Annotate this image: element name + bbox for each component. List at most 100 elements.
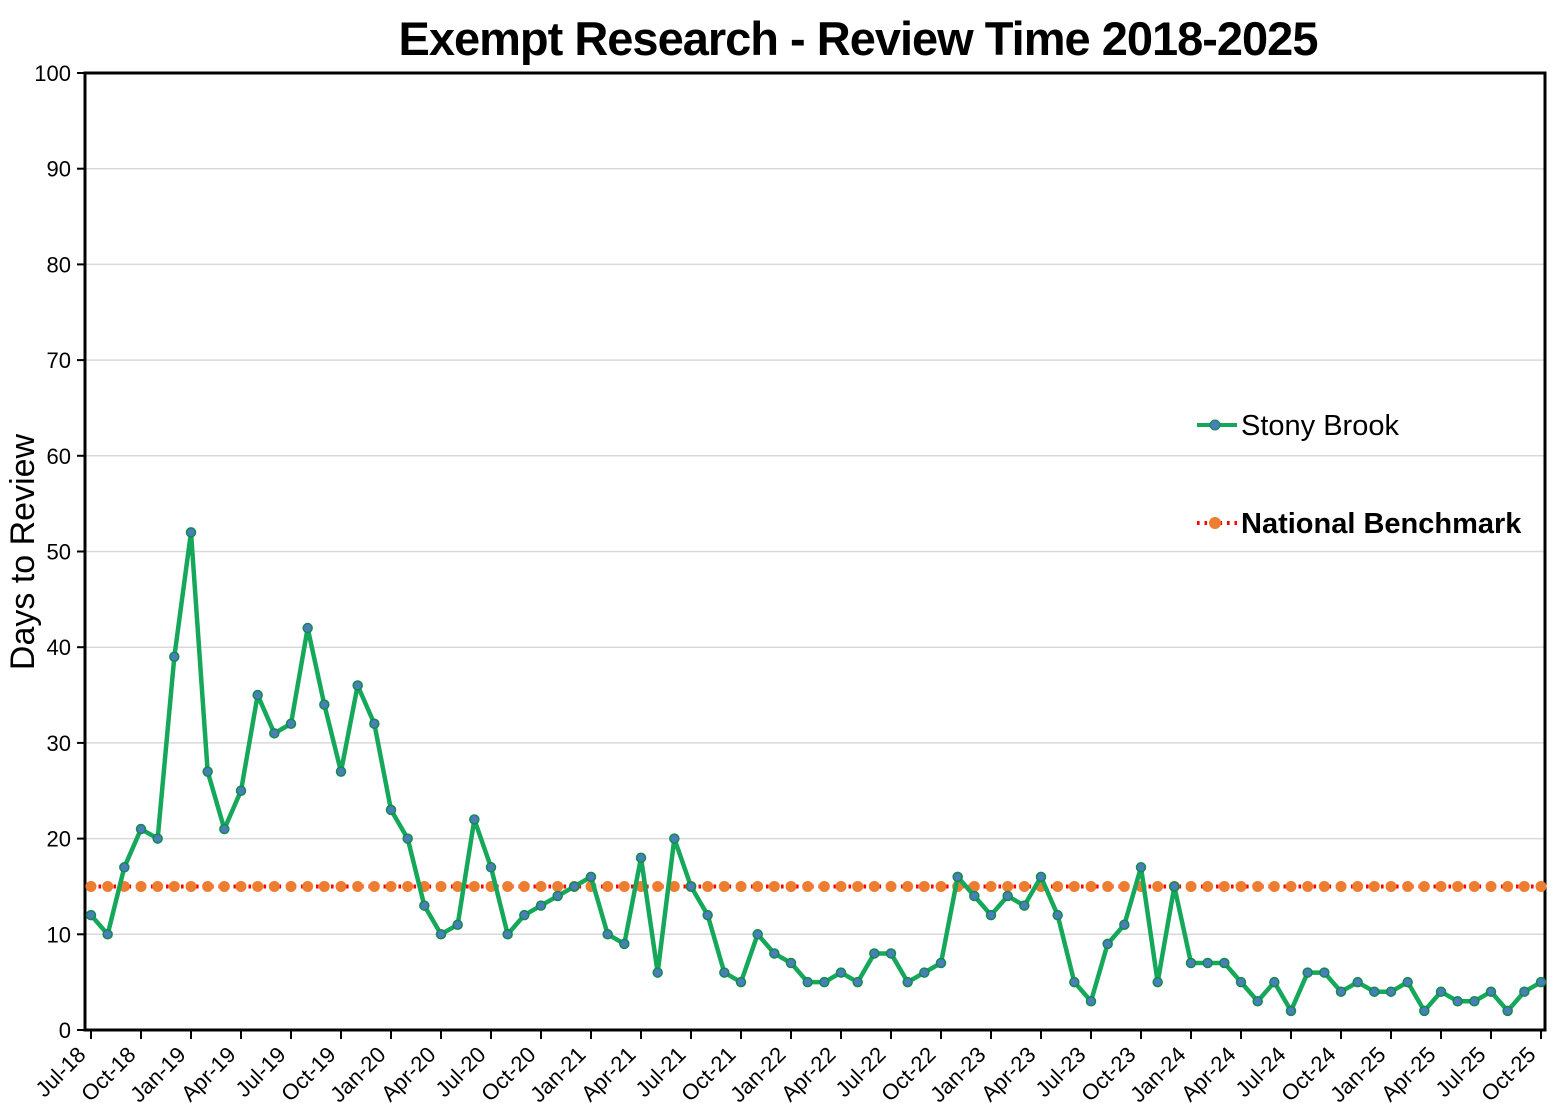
benchmark-marker [602, 880, 614, 892]
stony-brook-marker [1052, 909, 1063, 921]
y-tick-label: 80 [47, 252, 71, 277]
benchmark-marker [652, 880, 664, 892]
stony-brook-marker [1169, 881, 1180, 892]
stony-brook-marker [435, 929, 447, 940]
benchmark-marker [1452, 880, 1464, 892]
benchmark-marker [668, 880, 680, 892]
benchmark-marker [1285, 880, 1297, 892]
legend-label-stony-brook: Stony Brook [1241, 410, 1399, 442]
stony-brook-marker [1102, 938, 1113, 950]
stony-brook-marker [1435, 986, 1447, 997]
stony-brook-marker [652, 967, 663, 978]
stony-brook-marker [635, 852, 647, 863]
stony-brook-marker [935, 957, 947, 969]
stony-brook-marker [1152, 976, 1163, 988]
plot-area-border [83, 71, 1547, 1032]
stony-brook-marker [1319, 967, 1330, 978]
stony-brook-marker [485, 862, 497, 873]
x-tick-label: Apr-24 [1176, 1042, 1240, 1106]
x-tick-label: Apr-25 [1376, 1042, 1440, 1106]
y-tick-label: 30 [47, 731, 71, 756]
stony-brook-marker [385, 804, 397, 816]
x-tick-label: Jan-19 [125, 1042, 190, 1107]
stony-brook-marker [1535, 976, 1547, 988]
stony-brook-marker [1019, 900, 1030, 911]
stony-brook-marker [885, 948, 897, 959]
stony-brook-marker [152, 833, 163, 844]
stony-brook-marker [402, 833, 413, 844]
gridlines [85, 167, 1545, 936]
y-tick-label: 100 [34, 61, 71, 86]
benchmark-marker [1235, 880, 1247, 892]
y-tick-label: 90 [47, 157, 71, 182]
benchmark-marker [518, 880, 530, 892]
y-tick-label: 10 [47, 922, 71, 947]
legend-item-national-benchmark: National Benchmark [1197, 508, 1522, 540]
stony-brook-marker [1369, 986, 1380, 997]
benchmark-marker [802, 880, 814, 892]
benchmark-marker [252, 880, 264, 892]
stony-brook-marker [1402, 976, 1413, 988]
stony-brook-marker [1002, 890, 1013, 902]
benchmark-marker [785, 880, 797, 892]
stony-brook-marker [1469, 996, 1480, 1007]
stony-brook-marker [619, 938, 630, 950]
benchmark-marker [1418, 880, 1430, 892]
stony-brook-marker [769, 948, 780, 959]
stony-brook-marker [102, 929, 113, 940]
benchmark-marker [552, 880, 564, 892]
benchmark-marker [1152, 880, 1164, 892]
benchmark-marker [85, 880, 97, 892]
benchmark-marker [1435, 880, 1447, 892]
benchmark-marker [1485, 880, 1497, 892]
benchmark-marker [1302, 880, 1314, 892]
x-tick-label: Jan-22 [725, 1042, 790, 1107]
benchmark-marker [1318, 880, 1330, 892]
stony-brook-marker [1352, 976, 1363, 988]
stony-brook-marker [169, 651, 180, 663]
stony-brook-line [88, 530, 1544, 1014]
benchmark-marker [1185, 880, 1197, 892]
benchmark-marker [818, 880, 830, 892]
stony-brook-marker [185, 527, 197, 538]
x-tick-label: Apr-22 [776, 1042, 840, 1106]
benchmark-marker [918, 880, 930, 892]
benchmark-marker [185, 880, 197, 892]
stony-brook-marker [135, 823, 147, 835]
benchmark-marker [302, 880, 314, 892]
benchmark-marker [735, 880, 747, 892]
stony-brook-marker [785, 957, 797, 969]
stony-brook-marker [1235, 976, 1247, 988]
stony-brook-marker [302, 622, 313, 634]
benchmark-marker [1268, 880, 1280, 892]
benchmark-marker [385, 880, 397, 892]
y-tick-label: 60 [47, 444, 71, 469]
benchmark-marker [152, 880, 164, 892]
stony-brook-marker [985, 909, 997, 921]
benchmark-marker [1118, 880, 1130, 892]
benchmark-marker [985, 880, 997, 892]
benchmark-marker [935, 880, 947, 892]
y-axis-labels: 0 10 20 30 40 50 60 70 80 90 100 [34, 61, 71, 1043]
benchmark-marker [1085, 880, 1097, 892]
benchmark-marker [835, 880, 847, 892]
y-tick-label: 40 [47, 635, 71, 660]
x-tick-label: Jan-23 [925, 1042, 990, 1107]
stony-brook-marker [1135, 862, 1147, 873]
y-tick-label: 0 [59, 1018, 71, 1043]
benchmark-marker [968, 880, 980, 892]
stony-brook-marker [1302, 967, 1313, 978]
stony-brook-marker [869, 948, 880, 959]
benchmark-marker [768, 880, 780, 892]
benchmark-marker [1252, 880, 1264, 892]
stony-brook-marker [1385, 986, 1397, 997]
benchmark-marker [852, 880, 864, 892]
benchmark-marker [335, 880, 347, 892]
x-tick-label: Jan-21 [525, 1042, 590, 1107]
stony-brook-marker [269, 728, 280, 739]
benchmark-marker [752, 880, 764, 892]
x-tick-label: Apr-23 [976, 1042, 1040, 1106]
stony-brook-marker [685, 881, 697, 892]
